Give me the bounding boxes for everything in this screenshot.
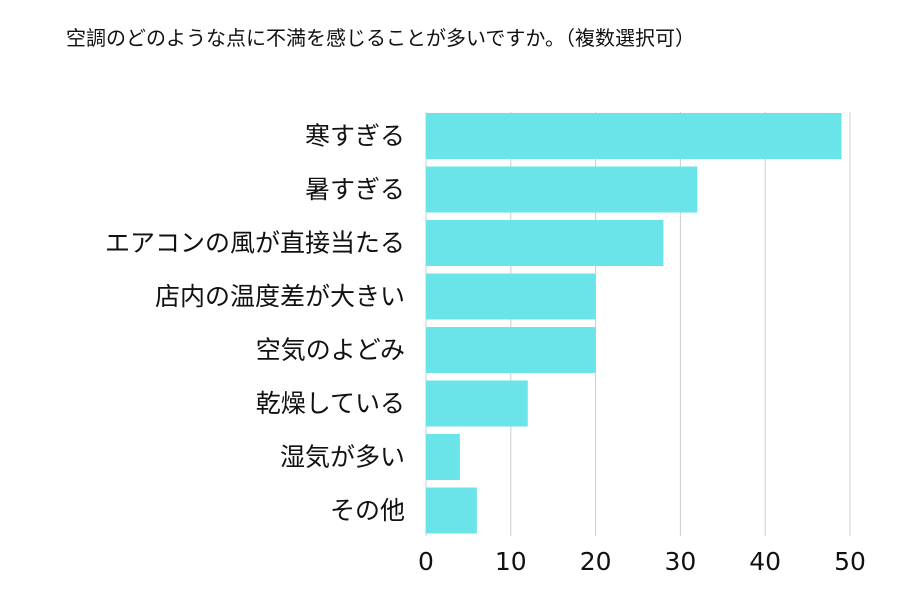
category-label: その他 (330, 496, 405, 525)
category-label: 暑すぎる (305, 175, 405, 204)
bar (426, 434, 460, 480)
bar (426, 380, 528, 427)
category-label: 空気のよどみ (256, 336, 405, 365)
x-tick-label: 50 (834, 547, 866, 576)
bar (426, 327, 596, 373)
bar (426, 220, 664, 266)
x-tick-label: 10 (495, 547, 527, 576)
category-label: 寒すぎる (305, 122, 405, 151)
bar (426, 487, 477, 534)
bars (426, 113, 842, 534)
category-label: 乾燥している (256, 389, 405, 418)
x-tick-label: 0 (418, 547, 434, 576)
category-label: エアコンの風が直接当たる (105, 229, 405, 258)
x-tick-label: 30 (664, 547, 696, 576)
chart-title: 空調のどのような点に不満を感じることが多いですか。（複数選択可） (66, 26, 695, 50)
bar (426, 166, 698, 213)
x-tick-label: 20 (580, 547, 612, 576)
x-axis-tick-labels: 0 10 20 30 40 50 (418, 547, 866, 576)
category-labels: 寒すぎる暑すぎるエアコンの風が直接当たる店内の温度差が大きい空気のよどみ乾燥して… (105, 122, 405, 526)
bar (426, 273, 596, 320)
bar (426, 113, 842, 159)
category-label: 店内の温度差が大きい (155, 282, 405, 311)
x-tick-label: 40 (749, 547, 781, 576)
category-label: 湿気が多い (280, 443, 405, 472)
